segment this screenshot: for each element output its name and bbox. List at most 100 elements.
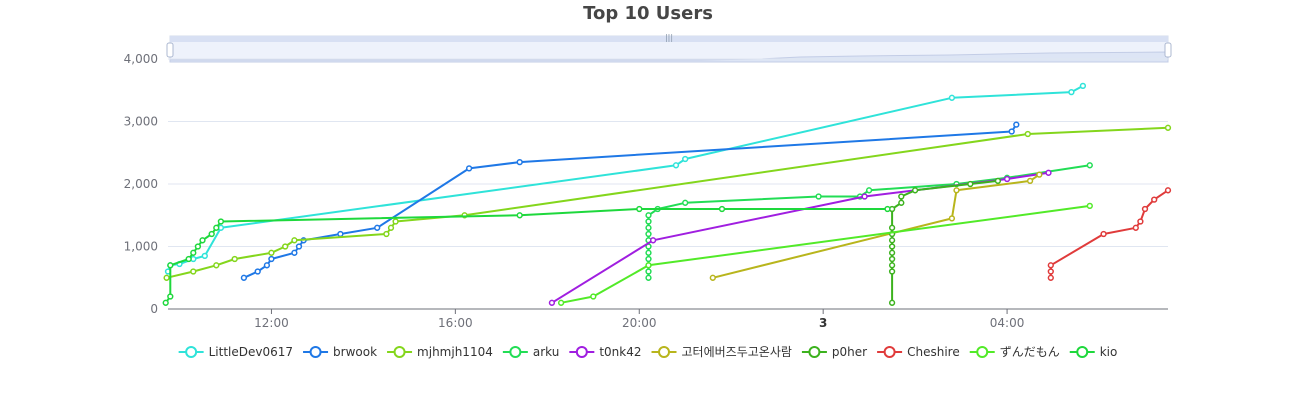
data-point[interactable]	[898, 193, 905, 200]
data-point[interactable]	[888, 243, 896, 250]
data-point[interactable]	[884, 205, 891, 213]
legend-item[interactable]: kio	[1069, 345, 1118, 359]
data-point[interactable]	[888, 268, 896, 275]
data-point[interactable]	[645, 230, 652, 238]
data-point[interactable]	[948, 94, 956, 101]
data-point[interactable]	[295, 243, 303, 250]
data-point[interactable]	[392, 218, 399, 225]
data-point[interactable]	[718, 205, 726, 213]
data-point[interactable]	[590, 293, 597, 300]
data-point[interactable]	[1003, 175, 1011, 183]
data-point[interactable]	[240, 274, 248, 281]
data-point[interactable]	[888, 255, 896, 263]
data-point[interactable]	[1026, 177, 1034, 185]
data-point[interactable]	[1132, 224, 1139, 231]
data-point[interactable]	[888, 224, 896, 231]
data-point[interactable]	[282, 243, 289, 250]
data-point[interactable]	[967, 180, 974, 188]
data-point[interactable]	[208, 230, 215, 238]
data-point[interactable]	[1047, 262, 1054, 269]
data-point[interactable]	[1008, 128, 1015, 135]
data-point[interactable]	[1086, 162, 1093, 169]
data-point[interactable]	[898, 199, 905, 206]
data-point[interactable]	[645, 268, 652, 275]
data-point[interactable]	[645, 224, 652, 231]
data-point[interactable]	[387, 224, 395, 231]
data-point[interactable]	[888, 299, 896, 306]
data-point[interactable]	[709, 274, 716, 281]
legend-item[interactable]: 고터에버즈두고온사람	[651, 345, 792, 359]
data-point[interactable]	[337, 230, 344, 238]
data-point[interactable]	[185, 255, 192, 263]
data-zoom-handle-left[interactable]	[166, 42, 174, 58]
legend-item[interactable]: arku	[502, 345, 559, 359]
data-point[interactable]	[1047, 268, 1054, 275]
data-point[interactable]	[374, 224, 381, 231]
data-point[interactable]	[672, 162, 680, 169]
data-point[interactable]	[888, 249, 896, 256]
data-point[interactable]	[268, 249, 275, 256]
data-point[interactable]	[1036, 171, 1043, 178]
data-point[interactable]	[1047, 274, 1054, 281]
data-point[interactable]	[1137, 218, 1144, 225]
data-point[interactable]	[213, 262, 220, 269]
data-point[interactable]	[1068, 88, 1075, 96]
data-point[interactable]	[516, 158, 523, 166]
data-point[interactable]	[645, 255, 652, 263]
data-point[interactable]	[645, 218, 652, 225]
data-point[interactable]	[199, 237, 206, 244]
legend-item[interactable]: brwook	[303, 345, 377, 359]
data-point[interactable]	[167, 293, 174, 300]
data-point[interactable]	[649, 237, 657, 244]
data-point[interactable]	[994, 177, 1002, 185]
data-point[interactable]	[291, 237, 298, 244]
data-point[interactable]	[645, 262, 652, 269]
data-point[interactable]	[948, 215, 956, 222]
data-point[interactable]	[1079, 82, 1087, 90]
data-point[interactable]	[557, 299, 565, 306]
data-point[interactable]	[162, 299, 169, 306]
data-point[interactable]	[861, 193, 868, 200]
data-point[interactable]	[645, 212, 652, 219]
data-point[interactable]	[1151, 196, 1158, 203]
data-point[interactable]	[953, 187, 960, 194]
data-point[interactable]	[231, 255, 238, 263]
data-point[interactable]	[163, 274, 170, 281]
data-point[interactable]	[682, 199, 689, 206]
data-zoom-slider[interactable]: |||	[166, 33, 1172, 63]
data-point[interactable]	[201, 252, 208, 260]
data-point[interactable]	[263, 262, 271, 269]
data-point[interactable]	[190, 249, 197, 256]
data-point[interactable]	[217, 218, 225, 225]
data-point[interactable]	[516, 212, 523, 219]
data-point[interactable]	[865, 187, 873, 194]
data-point[interactable]	[645, 274, 652, 281]
legend-item[interactable]: mjhmjh1104	[387, 345, 493, 359]
data-point[interactable]	[1164, 187, 1172, 194]
data-point[interactable]	[888, 237, 896, 244]
data-point[interactable]	[1024, 130, 1031, 138]
legend-item[interactable]: p0her	[801, 345, 867, 359]
legend-item[interactable]: t0nk42	[569, 345, 642, 359]
data-point[interactable]	[682, 155, 689, 163]
data-point[interactable]	[636, 205, 643, 213]
data-point[interactable]	[465, 165, 473, 172]
data-point[interactable]	[190, 268, 197, 275]
data-point[interactable]	[1141, 205, 1149, 213]
legend-item[interactable]: ずんだもん	[969, 345, 1060, 359]
data-point[interactable]	[548, 299, 556, 306]
data-point[interactable]	[645, 249, 652, 256]
legend-item[interactable]: LittleDev0617	[178, 345, 293, 359]
data-point[interactable]	[268, 255, 275, 263]
data-point[interactable]	[911, 187, 919, 194]
data-point[interactable]	[383, 230, 390, 238]
legend-item[interactable]: Cheshire	[877, 345, 960, 359]
data-point[interactable]	[1045, 169, 1052, 176]
data-point[interactable]	[254, 268, 261, 275]
data-point[interactable]	[888, 262, 896, 269]
legend[interactable]: LittleDev0617 brwook mjhmjh1104 arku t0nk42 고…	[178, 345, 1118, 359]
data-point[interactable]	[815, 193, 822, 200]
data-point[interactable]	[1164, 124, 1172, 131]
data-point[interactable]	[1100, 230, 1107, 238]
data-point[interactable]	[1013, 121, 1020, 128]
